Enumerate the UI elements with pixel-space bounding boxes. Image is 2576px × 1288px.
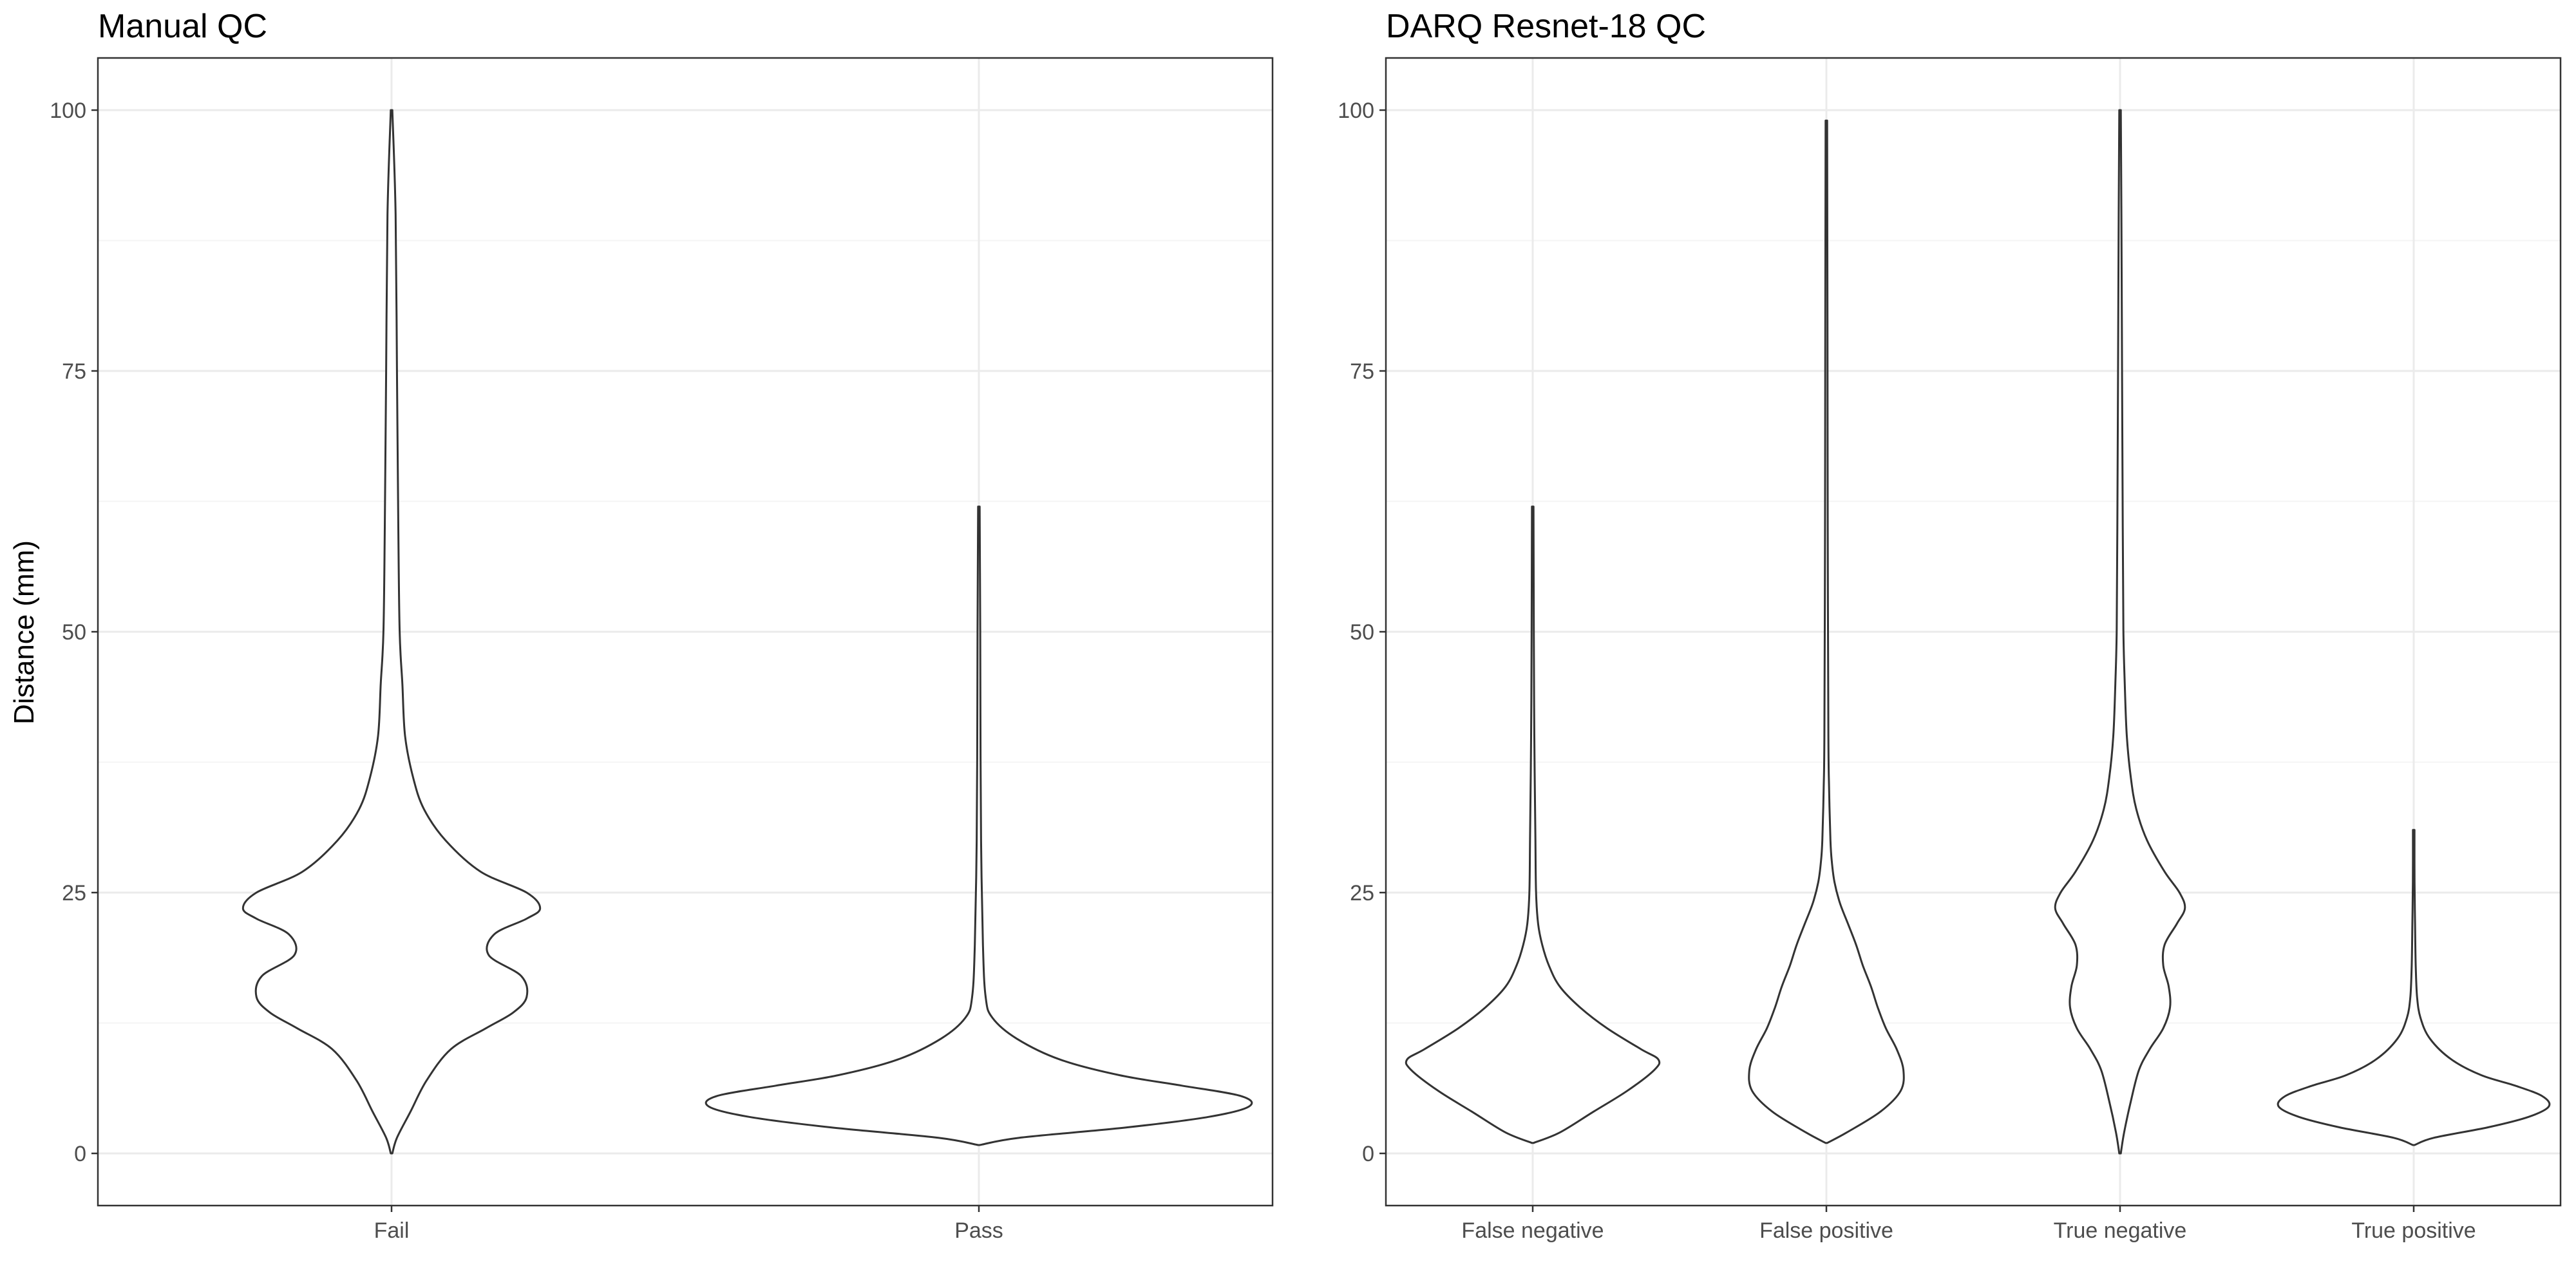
panel-title: Manual QC: [98, 8, 267, 45]
violin-series: [242, 109, 1253, 1155]
y-axis-ticks: 0 25 50 75 100: [1338, 99, 1386, 1166]
y-tick-label: 50: [62, 620, 86, 645]
y-tick-label: 75: [1350, 359, 1374, 384]
panel-darq-resnet-18-qc: DARQ Resnet-18 QC 0 25 50 75 100 False negat…: [1338, 8, 2562, 1243]
y-tick-label: 100: [50, 99, 86, 123]
y-tick-label: 0: [1362, 1142, 1374, 1166]
x-tick-label: True positive: [2351, 1218, 2476, 1243]
violin-true-positive: [2277, 829, 2551, 1146]
x-tick-label: Pass: [954, 1218, 1003, 1243]
y-tick-label: 50: [1350, 620, 1374, 645]
x-tick-label: False negative: [1461, 1218, 1604, 1243]
y-tick-label: 0: [74, 1142, 86, 1166]
violin-fail: [242, 109, 542, 1155]
y-axis-title: Distance (mm): [8, 540, 40, 724]
violin-false-positive: [1748, 119, 1905, 1144]
grid-lines: [98, 58, 1273, 1206]
x-axis-ticks: False negative False positive True negativ…: [1461, 1206, 2476, 1243]
y-tick-label: 25: [1350, 881, 1374, 905]
panel-manual-qc: Manual QC 0 25 50 75 100 Fail Pass: [50, 8, 1274, 1243]
y-tick-label: 100: [1338, 99, 1374, 123]
panel-title: DARQ Resnet-18 QC: [1386, 8, 1706, 45]
y-tick-label: 25: [62, 881, 86, 905]
violin-series: [1405, 109, 2551, 1155]
y-tick-label: 75: [62, 359, 86, 384]
x-axis-ticks: Fail Pass: [374, 1206, 1003, 1243]
x-tick-label: Fail: [374, 1218, 410, 1243]
violin-false-negative: [1405, 506, 1661, 1144]
x-tick-label: False positive: [1759, 1218, 1893, 1243]
violin-true-negative: [2054, 109, 2186, 1155]
violin-pass: [705, 506, 1253, 1146]
x-tick-label: True negative: [2054, 1218, 2187, 1243]
y-axis-ticks: 0 25 50 75 100: [50, 99, 98, 1166]
